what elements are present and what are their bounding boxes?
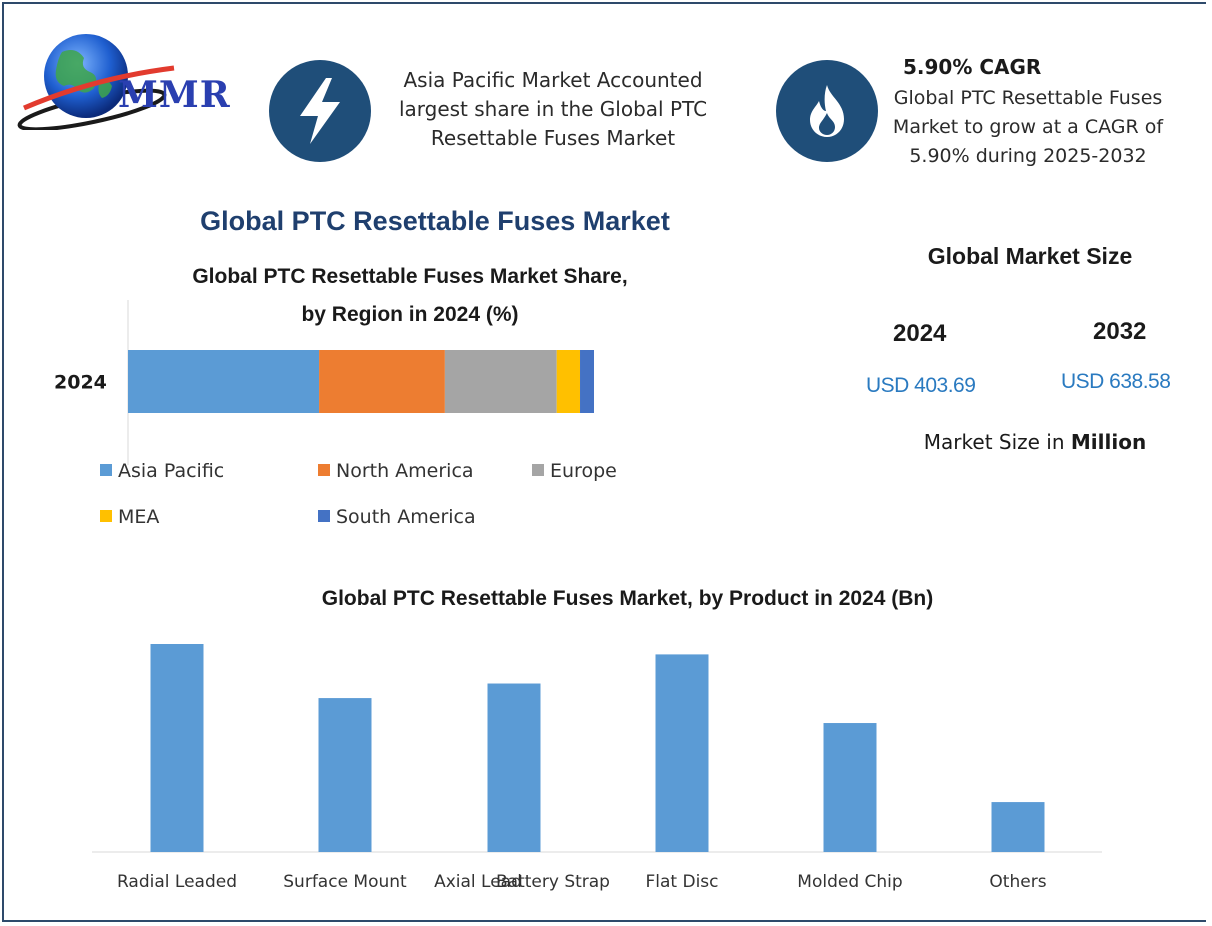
legend-swatch: [532, 464, 544, 476]
legend-swatch: [100, 510, 112, 522]
legend-label: MEA: [118, 506, 159, 528]
legend-swatch: [100, 464, 112, 476]
product-chart-title: Global PTC Resettable Fuses Market, by P…: [321, 587, 934, 610]
region-highlight-line: largest share in the Global PTC: [398, 97, 708, 121]
product-category-label: Flat Disc: [645, 872, 718, 892]
region-bar-segment: [319, 350, 445, 413]
mmr-logo: [14, 30, 244, 132]
product-category-label: Surface Mount: [283, 872, 407, 892]
market-size-year-2024: 2024: [893, 320, 947, 347]
product-bar-chart: Radial Leaded Surface Mount Axial LeadBatt…: [92, 644, 1102, 892]
product-bar: [655, 654, 709, 852]
region-bar-segment: [128, 350, 320, 413]
market-size-unit: Market Size in Million: [870, 430, 1200, 454]
region-highlight-line: Resettable Fuses Market: [430, 126, 676, 150]
legend-label: North America: [336, 460, 474, 482]
cagr-highlight-badge: [776, 60, 878, 162]
market-size-unit-bold: Million: [1070, 430, 1147, 454]
region-chart-title: Global PTC Resettable Fuses Market Share…: [110, 258, 710, 334]
region-chart-category-label: 2024: [54, 372, 107, 394]
market-size-title: Global Market Size: [927, 243, 1133, 269]
legend-label: Asia Pacific: [118, 460, 224, 482]
region-chart-title-line: by Region in 2024 (%): [301, 303, 519, 326]
product-category-label: Molded Chip: [797, 872, 902, 892]
product-bar: [991, 802, 1045, 852]
product-bar: [318, 698, 372, 852]
region-share-chart: 2024 Asia Pacific North America Europe MEA So…: [54, 300, 617, 528]
region-bar-segment: [444, 350, 557, 413]
market-size-year-2032: 2032: [1093, 318, 1147, 345]
product-bar: [823, 723, 877, 852]
cagr-text-line: Market to grow at a CAGR of: [892, 116, 1164, 138]
cagr-text-line: 5.90% during 2025-2032: [909, 145, 1147, 167]
market-size-value-2024: USD 403.69: [866, 374, 976, 397]
region-highlight-text: Asia Pacific Market Accounted largest sh…: [378, 66, 728, 153]
cagr-text-line: Global PTC Resettable Fuses: [893, 87, 1163, 109]
legend-swatch: [318, 464, 330, 476]
legend-label: South America: [336, 506, 476, 528]
product-category-label: Others: [989, 872, 1046, 892]
market-size-unit-prefix: Market Size in: [923, 430, 1065, 454]
region-bar-segment: [556, 350, 581, 413]
product-category-label: Axial Lead: [434, 872, 522, 892]
product-category-label: Battery Strap: [496, 872, 610, 892]
product-category-label: Radial Leaded: [117, 872, 237, 892]
main-title: Global PTC Resettable Fuses Market: [200, 206, 670, 236]
region-chart-title-line: Global PTC Resettable Fuses Market Share…: [192, 265, 628, 288]
product-bar: [487, 683, 541, 852]
flame-icon: [810, 85, 844, 137]
market-size-value-2032: USD 638.58: [1061, 370, 1171, 393]
cagr-text: Global PTC Resettable Fuses Market to gr…: [868, 84, 1188, 171]
legend-swatch: [318, 510, 330, 522]
cagr-title: 5.90% CAGR: [903, 55, 1042, 79]
region-highlight-badge: [269, 60, 371, 162]
globe-icon: [17, 34, 175, 132]
region-highlight-line: Asia Pacific Market Accounted: [403, 68, 703, 92]
lightning-bolt-icon: [300, 78, 340, 144]
logo-text: MMR: [118, 74, 231, 116]
legend-label: Europe: [550, 460, 617, 482]
product-bar: [150, 644, 204, 852]
region-bar-segment: [580, 350, 594, 413]
